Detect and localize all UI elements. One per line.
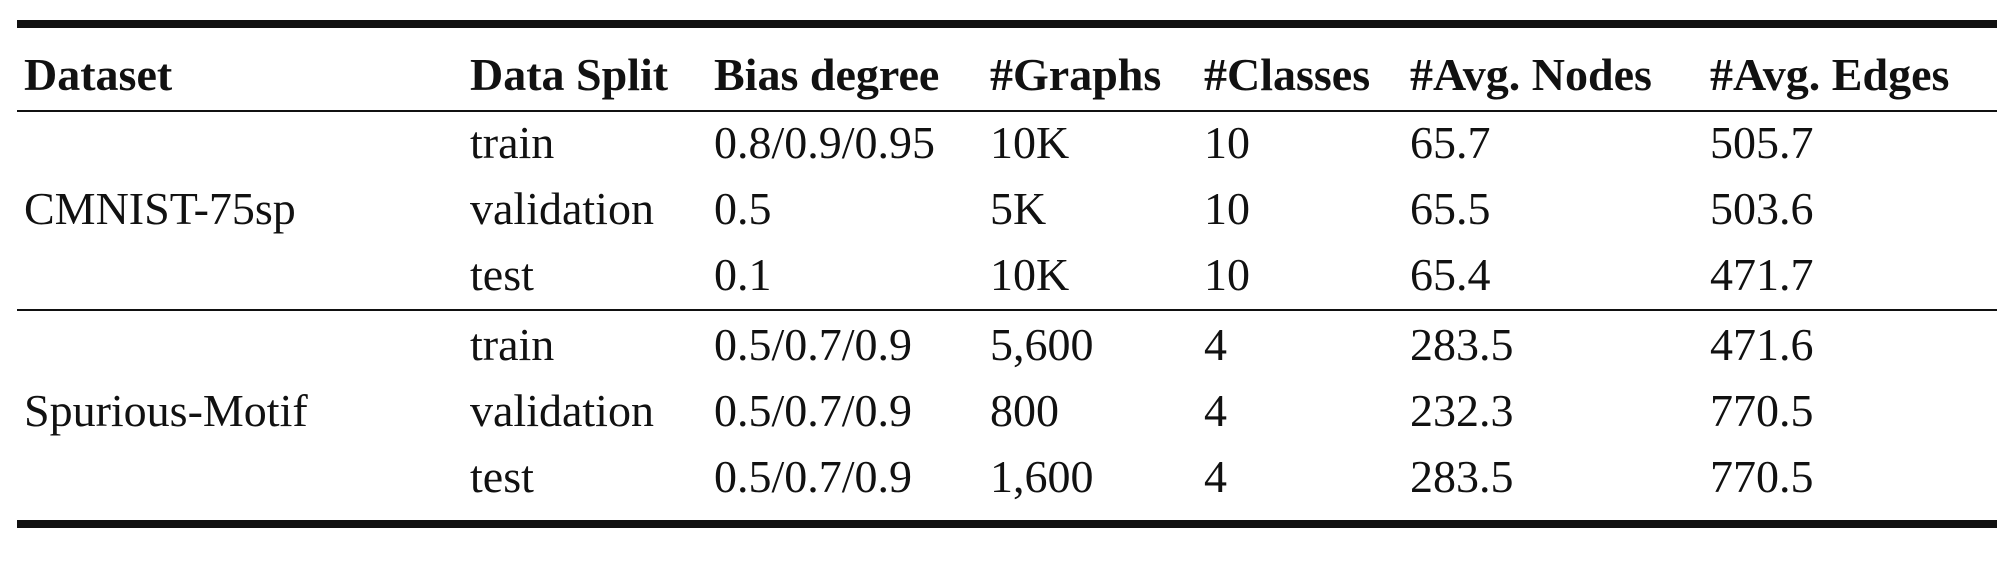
cell-bias: 0.8/0.9/0.95: [714, 117, 936, 168]
cell-nodes: 65.4: [1410, 249, 1491, 300]
cell-graphs: 5K: [990, 183, 1047, 234]
cell-graphs: 1,600: [990, 451, 1094, 502]
cell-nodes: 283.5: [1410, 451, 1514, 502]
cell-classes: 10: [1204, 117, 1250, 168]
cell-bias: 0.5: [714, 183, 772, 234]
header-dataset: Dataset: [24, 49, 173, 100]
cell-nodes: 232.3: [1410, 385, 1514, 436]
cell-split: validation: [470, 183, 654, 234]
cell-edges: 770.5: [1710, 451, 1814, 502]
header-avg-nodes: #Avg. Nodes: [1410, 49, 1652, 100]
cell-edges: 471.7: [1710, 249, 1814, 300]
group-dataset-name: CMNIST-75sp: [24, 183, 296, 234]
cell-classes: 10: [1204, 249, 1250, 300]
cell-bias: 0.5/0.7/0.9: [714, 451, 913, 502]
cell-graphs: 10K: [990, 249, 1070, 300]
cell-edges: 770.5: [1710, 385, 1814, 436]
bottom-rule: [17, 520, 1997, 528]
cell-bias: 0.1: [714, 249, 772, 300]
header-classes: #Classes: [1204, 49, 1371, 100]
group-rule: [17, 309, 1997, 311]
header-data-split: Data Split: [470, 49, 669, 100]
cell-classes: 4: [1204, 451, 1227, 502]
cell-split: train: [470, 319, 555, 370]
header-avg-edges: #Avg. Edges: [1710, 49, 1950, 100]
cell-classes: 10: [1204, 183, 1250, 234]
cell-classes: 4: [1204, 385, 1227, 436]
cell-nodes: 65.7: [1410, 117, 1491, 168]
cell-classes: 4: [1204, 319, 1227, 370]
cell-split: test: [470, 451, 534, 502]
cell-graphs: 5,600: [990, 319, 1094, 370]
cell-bias: 0.5/0.7/0.9: [714, 385, 913, 436]
cell-bias: 0.5/0.7/0.9: [714, 319, 913, 370]
cell-graphs: 800: [990, 385, 1059, 436]
cell-nodes: 65.5: [1410, 183, 1491, 234]
cell-edges: 503.6: [1710, 183, 1814, 234]
group-dataset-name: Spurious-Motif: [24, 385, 308, 436]
cell-graphs: 10K: [990, 117, 1070, 168]
cell-edges: 471.6: [1710, 319, 1814, 370]
top-rule: [17, 20, 1997, 28]
header-graphs: #Graphs: [990, 49, 1162, 100]
cell-nodes: 283.5: [1410, 319, 1514, 370]
header-bias-degree: Bias degree: [714, 49, 940, 100]
cell-split: validation: [470, 385, 654, 436]
cell-split: train: [470, 117, 555, 168]
cell-split: test: [470, 249, 534, 300]
header-rule: [17, 110, 1997, 112]
cell-edges: 505.7: [1710, 117, 1814, 168]
